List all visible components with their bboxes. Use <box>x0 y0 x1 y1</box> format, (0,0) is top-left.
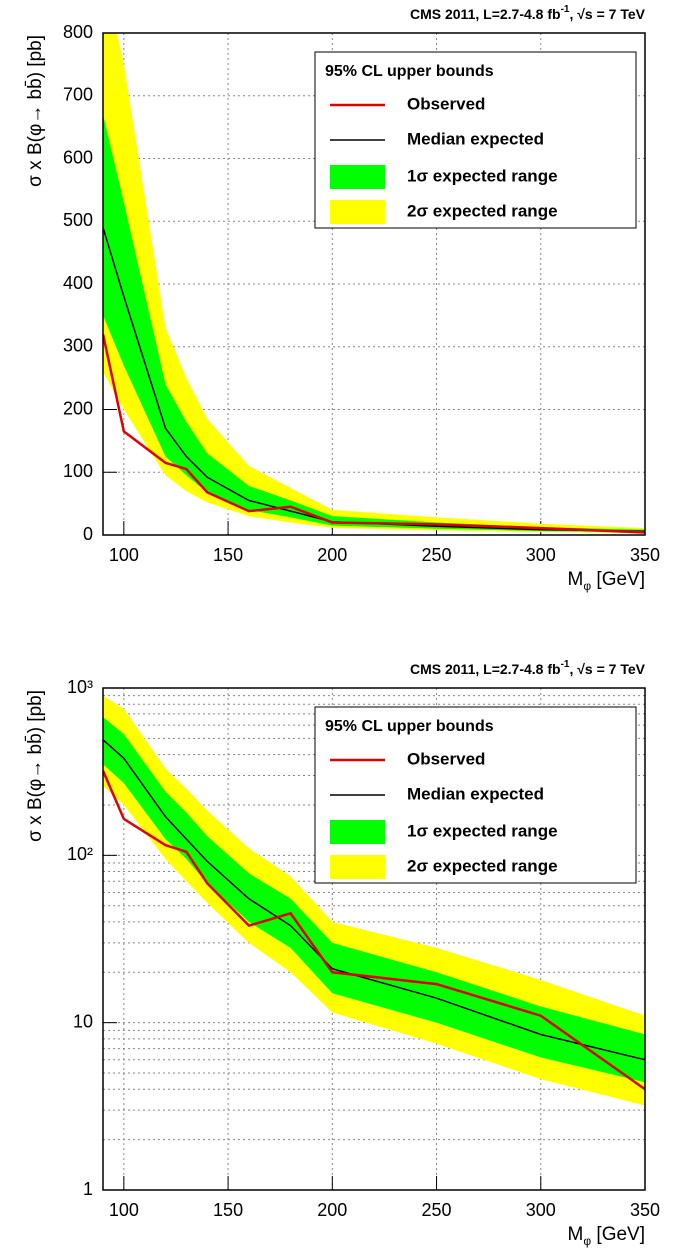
plot-frame <box>102 687 646 1191</box>
legend-swatch <box>330 200 385 224</box>
y-tick-label: 600 <box>63 147 93 167</box>
x-tick-label: 150 <box>213 545 243 565</box>
legend-label: Median expected <box>407 784 544 803</box>
y-tick-label: 700 <box>63 85 93 105</box>
x-label-part: φ <box>583 579 591 593</box>
header-part: -1 <box>561 4 570 15</box>
legend-label: Median expected <box>407 129 544 148</box>
y-tick-label: 1 <box>83 1179 93 1199</box>
x-tick-label: 100 <box>109 1200 139 1220</box>
x-label-part: [GeV] <box>591 569 645 590</box>
x-tick-label: 250 <box>422 545 452 565</box>
y-tick-label: 10³ <box>67 677 93 697</box>
header: CMS 2011, L=2.7-4.8 fb-1, √s = 7 TeV <box>410 4 646 22</box>
legend: 95% CL upper bounds Observed Median expect… <box>314 51 637 229</box>
legend: 95% CL upper bounds Observed Median expect… <box>314 706 637 884</box>
line <box>103 770 645 1091</box>
y-axis-label: σ x B(φ→ bb̄) [pb] <box>25 35 46 187</box>
plot-area <box>103 695 645 1106</box>
legend-swatch <box>330 855 385 879</box>
plot-area <box>103 33 645 534</box>
header-part: , √s = 7 TeV <box>569 661 645 677</box>
y-tick-label: 0 <box>83 524 93 544</box>
y-tick-label: 500 <box>63 210 93 230</box>
x-tick-label: 350 <box>630 545 660 565</box>
header: CMS 2011, L=2.7-4.8 fb-1, √s = 7 TeV <box>410 659 646 677</box>
x-label-part: φ <box>583 1234 591 1248</box>
y-tick-label: 200 <box>63 398 93 418</box>
x-tick-label: 200 <box>317 545 347 565</box>
x-tick-label: 300 <box>526 1200 556 1220</box>
x-label-part: [GeV] <box>591 1224 645 1245</box>
header-part: CMS 2011, L=2.7-4.8 fb <box>410 6 561 22</box>
band <box>103 717 645 1083</box>
y-tick-label: 10² <box>67 844 93 864</box>
legend-label: Observed <box>407 94 485 113</box>
legend-label: 1σ expected range <box>407 821 558 840</box>
line <box>103 227 645 532</box>
x-tick-label: 350 <box>630 1200 660 1220</box>
x-tick-label: 300 <box>526 545 556 565</box>
x-tick-label: 100 <box>109 545 139 565</box>
y-tick-label: 300 <box>63 336 93 356</box>
header-part: , √s = 7 TeV <box>569 6 645 22</box>
legend-label: Observed <box>407 749 485 768</box>
y-tick-label: 800 <box>63 22 93 42</box>
y-tick-label: 100 <box>63 461 93 481</box>
panel: 100 150 200 250 300 350 0 100 200 300 400 500 600 700… <box>25 4 660 593</box>
line <box>103 739 645 1061</box>
line <box>103 333 645 534</box>
x-axis-label: Mφ [GeV] <box>568 1224 645 1248</box>
legend-label: 1σ expected range <box>407 166 558 185</box>
x-tick-label: 150 <box>213 1200 243 1220</box>
legend-title: 95% CL upper bounds <box>325 63 494 80</box>
plot-frame <box>102 32 646 536</box>
y-tick-label: 10 <box>73 1011 93 1031</box>
legend-label: 2σ expected range <box>407 856 558 875</box>
y-tick-label: 400 <box>63 273 93 293</box>
x-tick-label: 200 <box>317 1200 347 1220</box>
header-part: -1 <box>561 659 570 670</box>
legend-title: 95% CL upper bounds <box>325 718 494 735</box>
legend-swatch <box>330 820 385 844</box>
x-tick-label: 250 <box>422 1200 452 1220</box>
x-label-part: M <box>568 569 584 590</box>
y-axis-label: σ x B(φ→ bb̄) [pb] <box>25 690 46 842</box>
x-label-part: M <box>568 1224 584 1245</box>
header-part: CMS 2011, L=2.7-4.8 fb <box>410 661 561 677</box>
legend-label: 2σ expected range <box>407 201 558 220</box>
legend-swatch <box>330 165 385 189</box>
x-axis-label: Mφ [GeV] <box>568 569 645 593</box>
panel: 100 150 200 250 300 350 1 10 10² 10³ CMS 2011, L=2… <box>25 659 660 1248</box>
